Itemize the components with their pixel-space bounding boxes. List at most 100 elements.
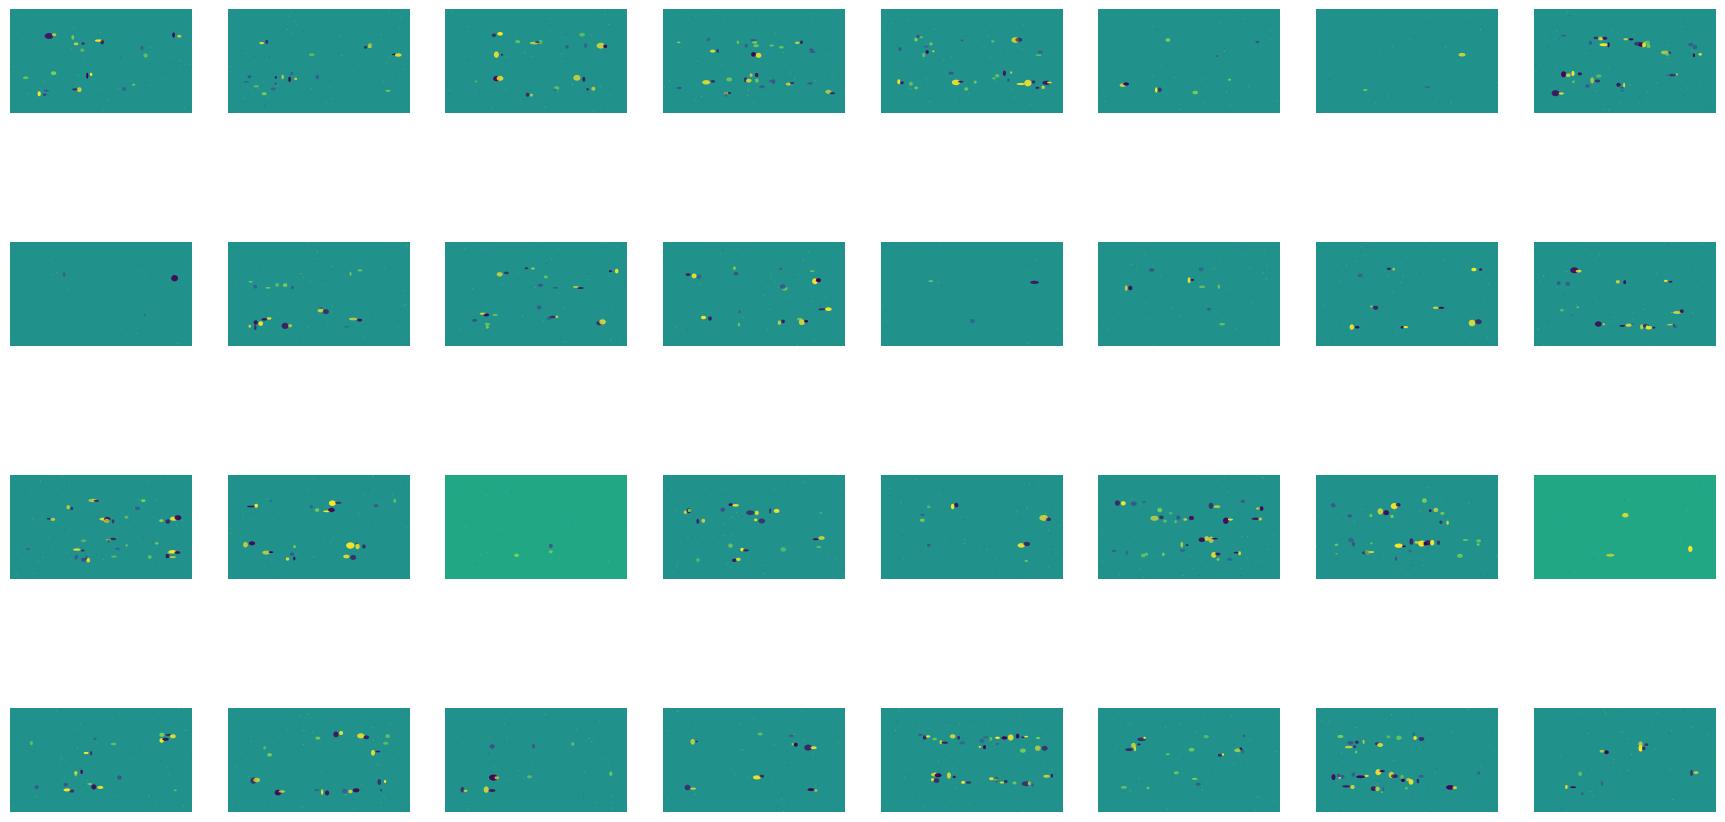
noise-speckle bbox=[1700, 70, 1702, 71]
noise-speckle bbox=[1434, 512, 1436, 514]
noise-speckle bbox=[1439, 87, 1441, 89]
noise-speckle bbox=[1254, 75, 1256, 77]
noise-speckle bbox=[901, 45, 903, 47]
negative-polarity-region bbox=[1570, 786, 1577, 789]
positive-polarity-region bbox=[922, 53, 926, 58]
noise-speckle bbox=[1452, 32, 1454, 34]
noise-speckle bbox=[55, 259, 56, 261]
positive-polarity-region bbox=[1203, 735, 1209, 739]
noise-speckle bbox=[1382, 13, 1384, 15]
noise-speckle bbox=[533, 77, 535, 79]
noise-speckle bbox=[787, 58, 789, 59]
noise-speckle bbox=[1013, 9, 1015, 11]
noise-speckle bbox=[985, 261, 987, 263]
negative-polarity-region bbox=[1215, 552, 1221, 556]
noise-speckle bbox=[234, 307, 236, 308]
noise-speckle bbox=[245, 53, 247, 55]
noise-speckle bbox=[801, 477, 803, 479]
noise-speckle bbox=[286, 80, 288, 82]
negative-polarity-region bbox=[1233, 551, 1240, 554]
noise-speckle bbox=[148, 63, 150, 64]
noise-speckle bbox=[1321, 257, 1323, 259]
magnetogram-image bbox=[228, 475, 410, 579]
noise-speckle bbox=[1614, 739, 1616, 741]
noise-speckle bbox=[258, 569, 259, 571]
negative-polarity-region bbox=[829, 92, 836, 95]
negative-polarity-region bbox=[1195, 782, 1201, 786]
noise-speckle bbox=[344, 794, 346, 796]
noise-speckle bbox=[59, 765, 60, 767]
noise-speckle bbox=[1146, 49, 1148, 51]
noise-speckle bbox=[279, 577, 281, 579]
negative-polarity-region bbox=[261, 318, 267, 321]
noise-speckle bbox=[1178, 108, 1180, 110]
noise-speckle bbox=[396, 335, 398, 337]
positive-polarity-region bbox=[1560, 309, 1564, 312]
noise-speckle bbox=[722, 488, 724, 490]
noise-speckle bbox=[311, 717, 313, 719]
negative-polarity-region bbox=[42, 93, 47, 96]
noise-speckle bbox=[1654, 75, 1656, 77]
noise-speckle bbox=[175, 748, 177, 750]
noise-speckle bbox=[1228, 295, 1230, 297]
noise-speckle bbox=[1574, 571, 1576, 573]
positive-polarity-region bbox=[103, 519, 110, 523]
noise-speckle bbox=[115, 537, 117, 539]
negative-polarity-region bbox=[1408, 549, 1412, 553]
positive-polarity-region bbox=[733, 266, 736, 270]
noise-speckle bbox=[103, 719, 105, 721]
noise-speckle bbox=[546, 263, 548, 265]
noise-speckle bbox=[63, 516, 65, 518]
noise-speckle bbox=[807, 806, 809, 808]
noise-speckle bbox=[1347, 279, 1349, 281]
noise-speckle bbox=[522, 316, 524, 317]
noise-speckle bbox=[691, 538, 693, 540]
noise-speckle bbox=[1183, 758, 1184, 760]
noise-speckle bbox=[523, 61, 525, 63]
noise-speckle bbox=[1231, 714, 1233, 716]
positive-polarity-region bbox=[1377, 508, 1384, 515]
noise-speckle bbox=[1161, 730, 1163, 732]
noise-speckle bbox=[1560, 808, 1562, 810]
noise-speckle bbox=[889, 494, 891, 496]
noise-speckle bbox=[116, 795, 118, 797]
positive-polarity-region bbox=[349, 271, 352, 276]
noise-speckle bbox=[1122, 715, 1124, 717]
negative-polarity-region bbox=[1030, 280, 1039, 284]
noise-speckle bbox=[1543, 495, 1545, 497]
positive-polarity-region bbox=[50, 517, 56, 521]
noise-speckle bbox=[787, 801, 789, 803]
noise-speckle bbox=[808, 250, 810, 252]
noise-speckle bbox=[1461, 23, 1463, 25]
noise-speckle bbox=[1113, 510, 1115, 512]
noise-speckle bbox=[1383, 554, 1385, 556]
positive-polarity-region bbox=[1187, 277, 1191, 284]
magnetogram-panel bbox=[445, 475, 627, 579]
negative-polarity-region bbox=[720, 507, 726, 512]
noise-speckle bbox=[790, 72, 792, 74]
noise-speckle bbox=[738, 550, 740, 551]
noise-speckle bbox=[810, 774, 812, 776]
noise-speckle bbox=[995, 573, 997, 575]
noise-speckle bbox=[1139, 502, 1141, 504]
positive-polarity-region bbox=[1165, 38, 1171, 42]
positive-polarity-region bbox=[1010, 71, 1013, 74]
noise-speckle bbox=[1679, 729, 1681, 731]
noise-speckle bbox=[149, 70, 151, 72]
noise-speckle bbox=[31, 499, 33, 501]
noise-speckle bbox=[803, 804, 805, 806]
noise-speckle bbox=[1223, 311, 1225, 313]
noise-speckle bbox=[152, 21, 154, 23]
noise-speckle bbox=[96, 516, 98, 518]
noise-speckle bbox=[909, 88, 911, 90]
noise-speckle bbox=[1167, 808, 1169, 810]
noise-speckle bbox=[1062, 104, 1063, 106]
noise-speckle bbox=[160, 276, 162, 277]
noise-speckle bbox=[538, 741, 540, 743]
noise-speckle bbox=[1559, 754, 1561, 756]
noise-speckle bbox=[784, 277, 786, 279]
noise-speckle bbox=[285, 757, 287, 759]
positive-polarity-region bbox=[37, 91, 41, 97]
noise-speckle bbox=[1540, 64, 1542, 66]
noise-speckle bbox=[544, 106, 546, 108]
